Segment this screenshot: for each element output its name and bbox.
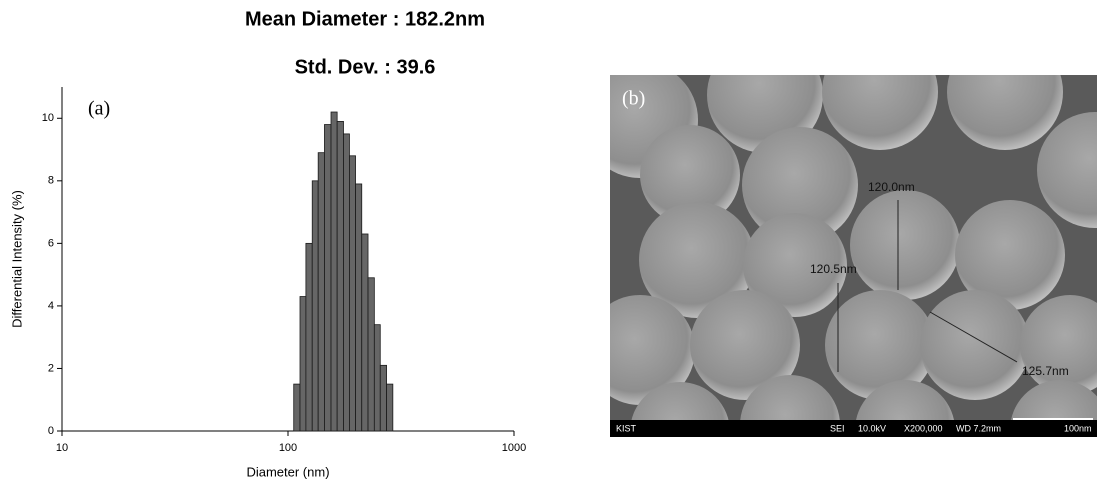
y-tick-label: 8 bbox=[48, 175, 54, 187]
y-tick-label: 4 bbox=[48, 300, 54, 312]
figure: Mean Diameter : 182.2nm Std. Dev. : 39.6… bbox=[0, 0, 1098, 485]
bar bbox=[300, 297, 306, 431]
bar bbox=[356, 184, 362, 431]
panel-label: (b) bbox=[622, 88, 645, 110]
page: Mean Diameter : 182.2nm Std. Dev. : 39.6… bbox=[0, 0, 1098, 490]
bar bbox=[294, 384, 300, 431]
sem-image bbox=[582, 34, 1098, 482]
y-tick-label: 6 bbox=[48, 237, 54, 249]
x-tick-label: 1000 bbox=[502, 442, 526, 454]
y-tick-label: 10 bbox=[42, 112, 54, 124]
bar bbox=[312, 181, 318, 431]
measurement-label: 120.0nm bbox=[868, 180, 915, 194]
bar bbox=[343, 134, 349, 431]
bar bbox=[387, 384, 393, 431]
x-tick-label: 10 bbox=[56, 442, 68, 454]
x-tick-label: 100 bbox=[279, 442, 297, 454]
measurement-label: 120.5nm bbox=[810, 262, 857, 276]
panel-label: (a) bbox=[88, 98, 110, 120]
bar bbox=[349, 156, 355, 431]
chart-title: Mean Diameter : 182.2nm bbox=[245, 8, 485, 30]
y-tick-label: 0 bbox=[48, 425, 54, 437]
chart-subtitle: Std. Dev. : 39.6 bbox=[295, 56, 436, 78]
y-axis-label: Differential Intensity (%) bbox=[9, 190, 24, 328]
bar bbox=[368, 278, 374, 431]
info-text: 10.0kV bbox=[858, 423, 886, 433]
info-text: WD 7.2mm bbox=[956, 423, 1001, 433]
info-text: KIST bbox=[616, 423, 637, 433]
plot-area: 0 2 4 6 8 10 10 100 1000 bbox=[42, 87, 526, 454]
bar bbox=[337, 121, 343, 431]
bar bbox=[374, 325, 380, 431]
bar bbox=[331, 112, 337, 431]
bar bbox=[362, 234, 368, 431]
x-axis-label: Diameter (nm) bbox=[246, 464, 329, 479]
info-text: X200,000 bbox=[904, 423, 943, 433]
bar bbox=[306, 243, 312, 431]
bar bbox=[380, 365, 386, 431]
measurement-label: 125.7nm bbox=[1022, 364, 1069, 378]
bar bbox=[324, 125, 331, 431]
bar bbox=[318, 153, 324, 431]
y-tick-label: 2 bbox=[48, 362, 54, 374]
info-text: SEI bbox=[830, 423, 845, 433]
info-text: 100nm bbox=[1064, 423, 1092, 433]
